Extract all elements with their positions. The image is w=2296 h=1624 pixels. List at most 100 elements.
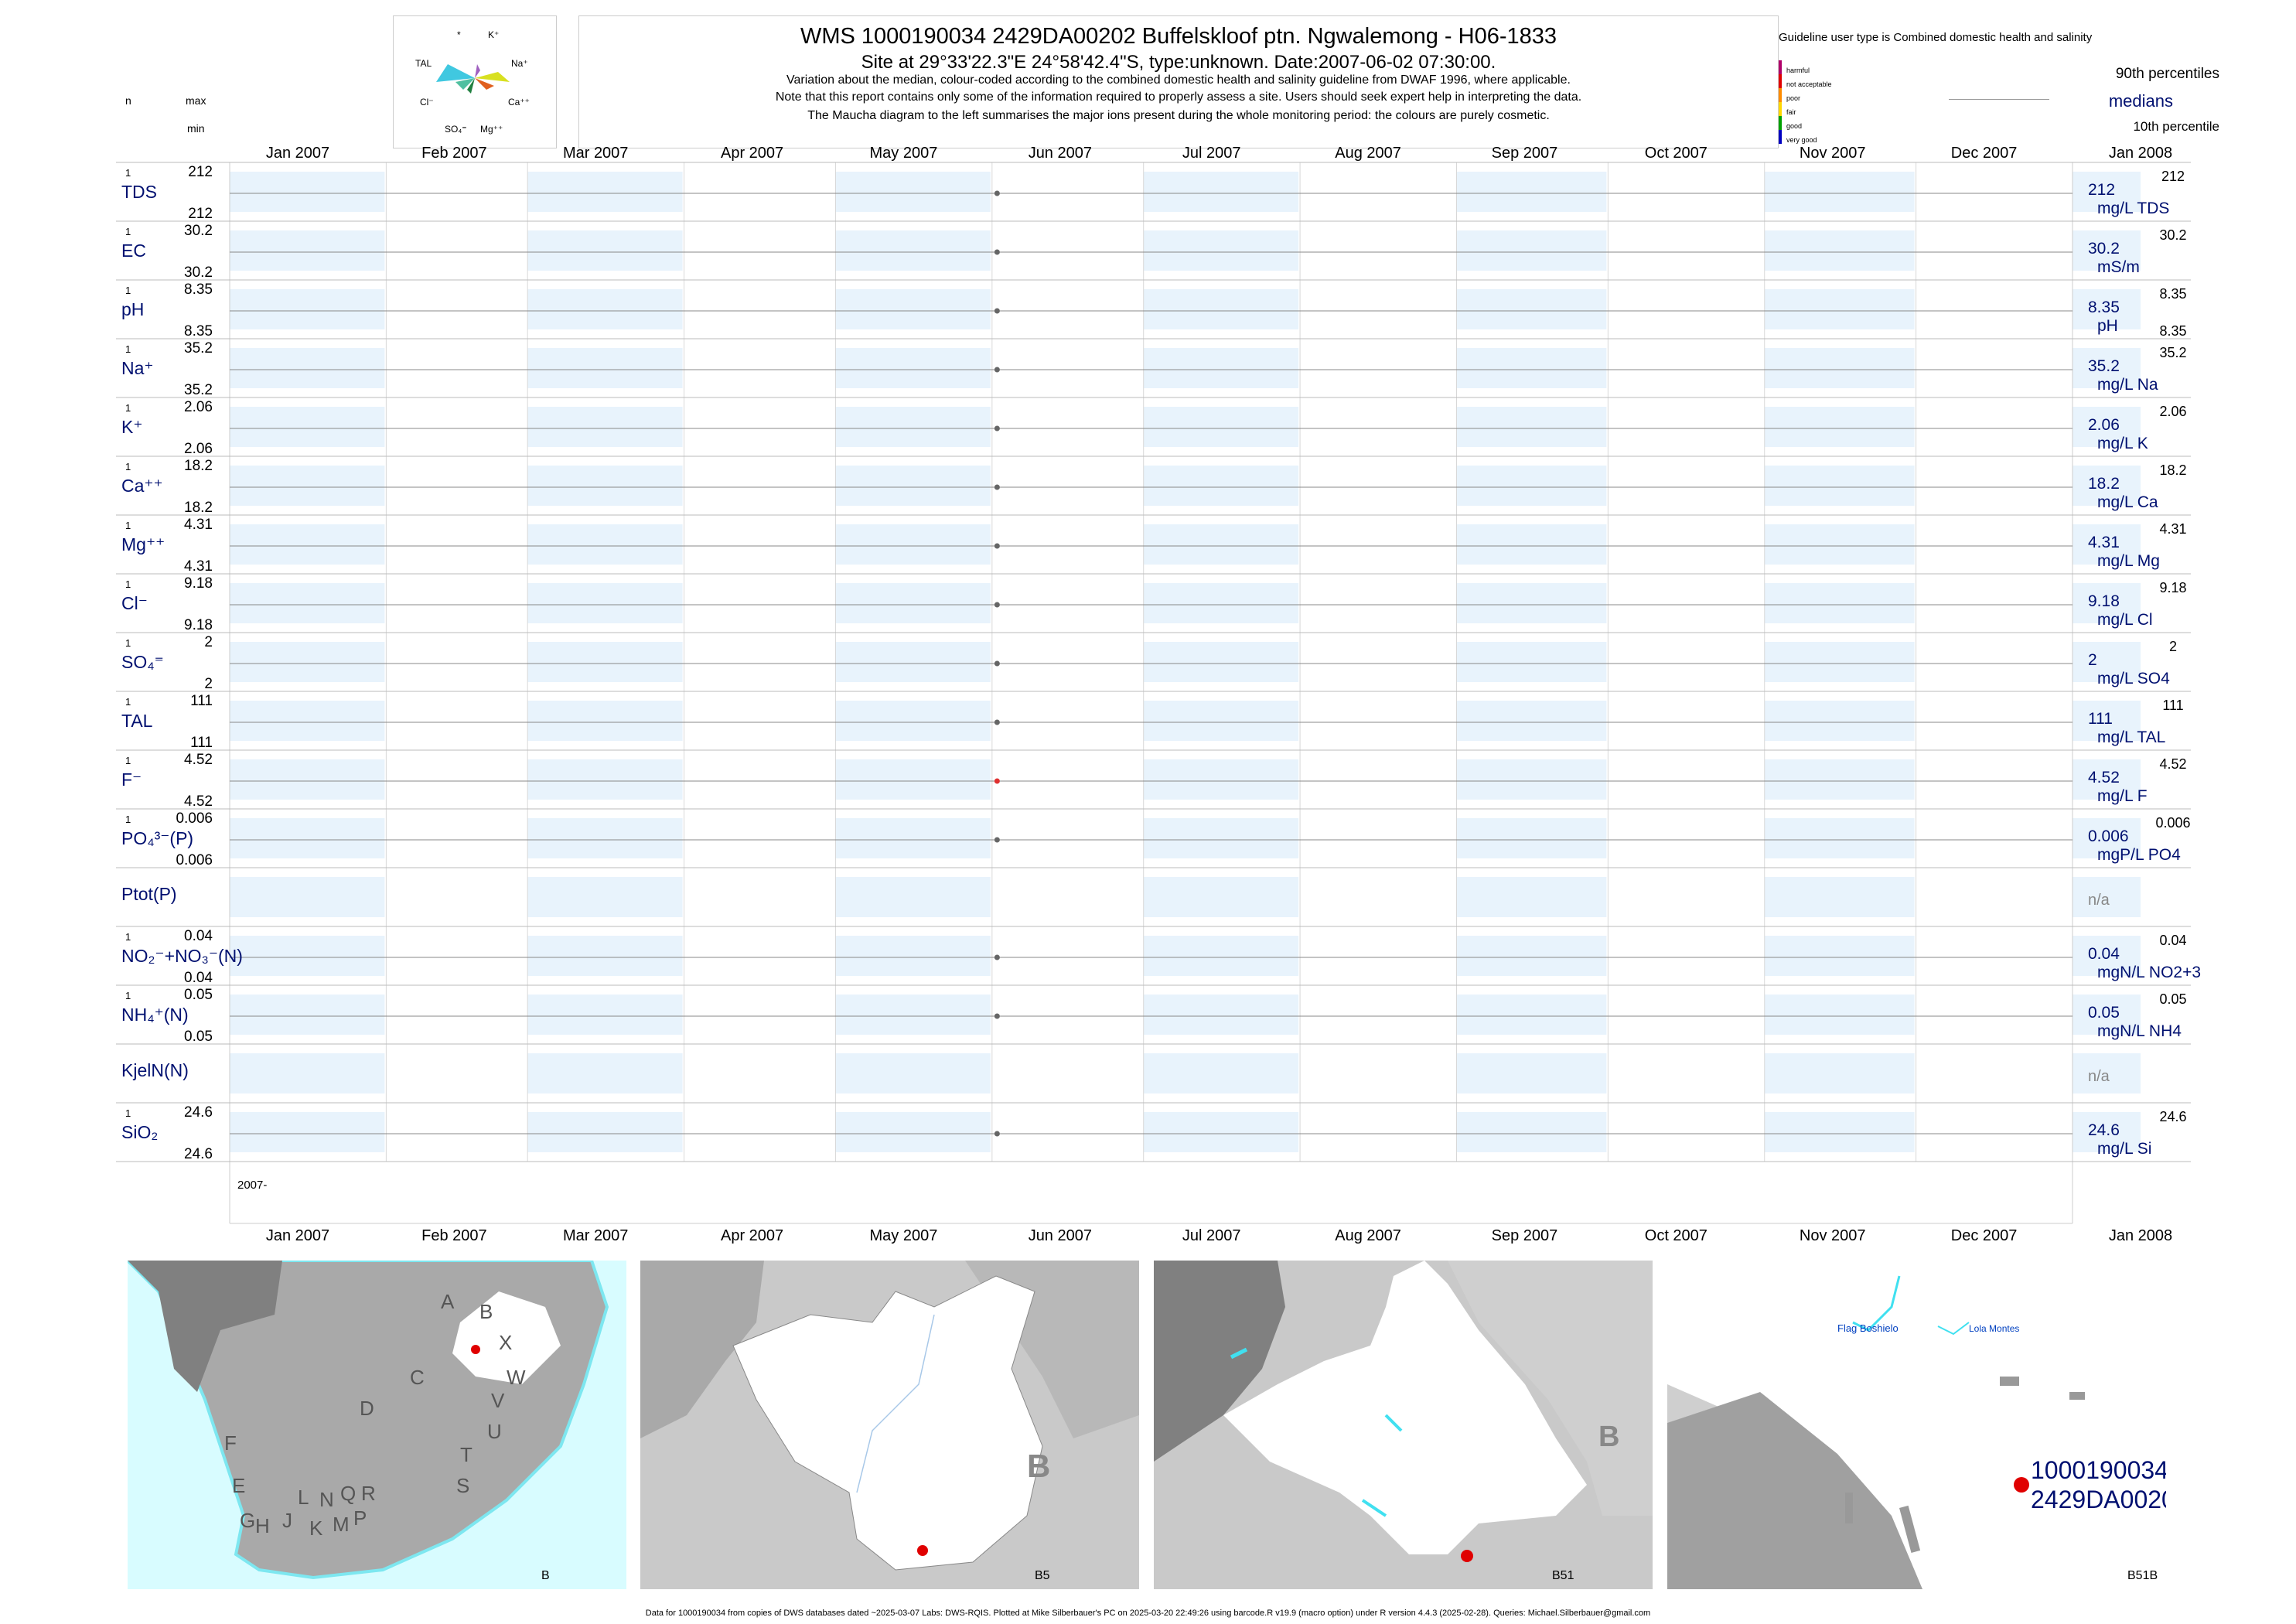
site-info: Site at 29°33'22.3"E 24°58'42.4"S, type:… [861, 52, 1496, 73]
n-header: n [125, 94, 131, 107]
sample-count: 1 [125, 285, 131, 296]
month-band [835, 1053, 991, 1093]
row-max: 0.006 [176, 810, 213, 827]
parameter-label: Na⁺ [121, 358, 154, 378]
row-max: 30.2 [184, 223, 213, 239]
median-value: 2.06 [2088, 416, 2120, 434]
month-band [2073, 348, 2141, 388]
month-band [1143, 172, 1299, 212]
footer-credits: Data for 1000190034 from copies of DWS d… [645, 1609, 1651, 1618]
month-band [527, 1112, 683, 1152]
drainage-region-letter: V [491, 1389, 505, 1412]
month-band [1143, 936, 1299, 976]
data-point [994, 367, 1000, 373]
parameter-label: EC [121, 241, 146, 261]
site-marker [917, 1545, 928, 1556]
map-b51b: Flag Boshielo Lola Montes 1000190034 242… [1667, 1261, 2166, 1589]
month-band [1764, 877, 1915, 917]
month-band [2073, 759, 2141, 800]
month-band [527, 759, 683, 800]
p90-value: 4.31 [2159, 521, 2186, 537]
legend: Guideline user type is Combined domestic… [1779, 31, 2243, 155]
p90-value: 0.006 [2155, 815, 2190, 831]
sample-count: 1 [125, 226, 131, 237]
unit-label: mg/L Cl [2097, 611, 2153, 629]
row-min: 35.2 [184, 382, 213, 398]
month-band [230, 759, 385, 800]
row-min: 0.05 [184, 1029, 213, 1045]
row-min: 0.006 [176, 852, 213, 868]
month-band [527, 995, 683, 1035]
data-point [994, 954, 1000, 960]
parameter-label: SiO₂ [121, 1122, 158, 1142]
parameter-label: SO₄⁼ [121, 652, 164, 672]
month-tick-label: Jun 2007 [1029, 145, 1092, 162]
month-band [230, 583, 385, 623]
month-band [2073, 936, 2141, 976]
row-max: 2 [204, 634, 213, 650]
month-band [1456, 642, 1607, 682]
month-band [230, 642, 385, 682]
month-band [527, 348, 683, 388]
month-tick-label: Sep 2007 [1492, 145, 1558, 162]
value-na: n/a [2088, 1068, 2110, 1085]
report-header: WMS 1000190034 2429DA00202 Buffelskloof … [578, 15, 1779, 148]
maucha-segment-so4 [467, 78, 475, 94]
month-band [835, 995, 991, 1035]
month-band [1143, 407, 1299, 447]
row-min: 8.35 [184, 323, 213, 339]
map-caption: B [541, 1569, 550, 1582]
legend-swatch [1779, 130, 1782, 144]
median-value: 4.52 [2088, 769, 2120, 786]
row-max: 9.18 [184, 575, 213, 592]
maucha-label: TAL [415, 58, 432, 69]
month-band [527, 936, 683, 976]
month-band [1456, 995, 1607, 1035]
month-tick-label: Sep 2007 [1492, 1227, 1558, 1244]
p90-value: 2 [2169, 639, 2177, 654]
sample-count: 1 [125, 520, 131, 531]
unit-label: mgN/L NH4 [2097, 1022, 2182, 1040]
note-line: Variation about the median, colour-coded… [786, 73, 1571, 87]
month-band [1456, 1053, 1607, 1093]
map-b51-svg: B B51 [1154, 1261, 1653, 1582]
month-band [835, 759, 991, 800]
month-band [230, 230, 385, 271]
month-tick-label: Jan 2007 [266, 145, 329, 162]
month-band [1456, 936, 1607, 976]
month-band [2073, 466, 2141, 506]
sample-count: 1 [125, 343, 131, 355]
row-max: 111 [190, 693, 213, 709]
unit-label: mg/L TAL [2097, 728, 2165, 746]
month-band [1764, 230, 1915, 271]
month-band [835, 583, 991, 623]
drainage-region-letter: A [441, 1290, 455, 1313]
month-band [1764, 1112, 1915, 1152]
month-band [527, 230, 683, 271]
row-min: 4.52 [184, 793, 213, 810]
legend-swatch [1779, 60, 1782, 74]
data-point [994, 1013, 1000, 1019]
row-max: 0.05 [184, 987, 213, 1003]
month-tick-label: Dec 2007 [1951, 145, 2018, 162]
unit-label: mS/m [2097, 258, 2140, 276]
month-band [1764, 583, 1915, 623]
unit-label: mg/L SO4 [2097, 670, 2170, 687]
maucha-segment-k [475, 64, 480, 78]
month-band [2073, 877, 2141, 917]
row-min: 30.2 [184, 264, 213, 281]
p90-value: 30.2 [2159, 227, 2186, 243]
row-max: 8.35 [184, 281, 213, 298]
month-band [1764, 524, 1915, 565]
month-tick-label: Oct 2007 [1645, 145, 1708, 162]
month-band [2073, 818, 2141, 858]
row-max: 4.31 [184, 517, 213, 533]
month-tick-label: Nov 2007 [1800, 1227, 1866, 1244]
month-band [230, 995, 385, 1035]
month-band [1143, 230, 1299, 271]
month-band [835, 172, 991, 212]
drainage-region-letter: H [255, 1514, 270, 1537]
drainage-region-letter: R [361, 1482, 376, 1505]
sample-count: 1 [125, 1107, 131, 1119]
